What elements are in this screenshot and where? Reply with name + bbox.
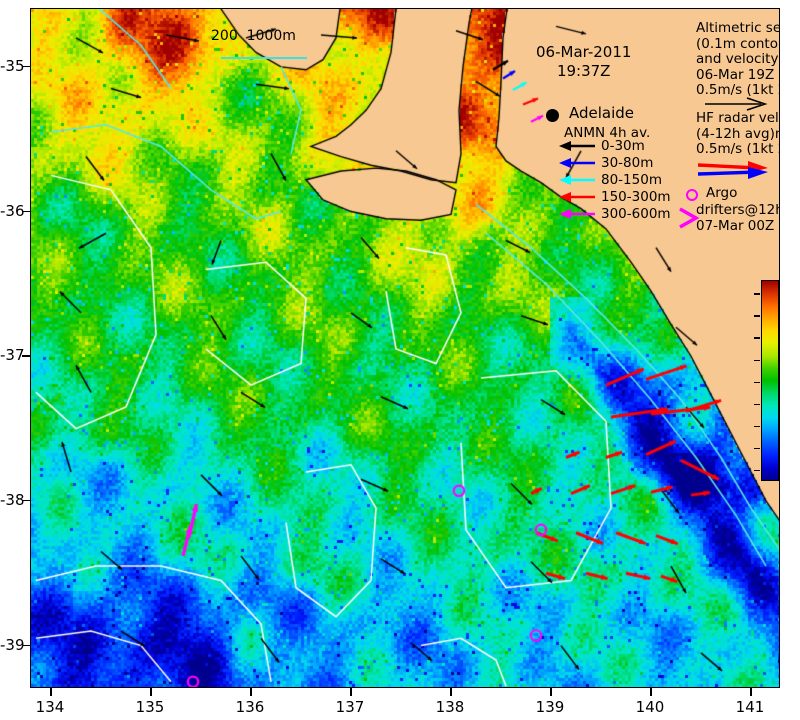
altimetry-legend-arrow-icon [705,97,768,111]
hf-radar-legend-text: HF radar velocity (4-12h avg)noQC 0.5m/s… [696,110,779,157]
anmn-legend-label: 150-300m [601,189,671,205]
date-timestamp: 06-Mar-2011 19:37Z [536,43,632,80]
hf-radar-legend-arrow-icon [697,161,768,179]
colorbar-tick [754,359,760,362]
bathymetry-label: 200 1000m [211,28,296,44]
x-axis-tick-label: 136 [235,698,265,716]
x-axis-tick [350,688,352,696]
x-axis-tick [250,688,252,696]
y-axis-tick-label: -37 [0,346,25,365]
anmn-legend-arrow-icon [559,192,595,202]
y-axis-tick-label: -35 [0,56,25,75]
x-axis-tick [50,688,52,696]
anmn-legend-arrow-icon [559,209,595,219]
x-axis-tick [550,688,552,696]
anmn-legend-arrow-icon [559,141,595,151]
y-axis-tick-label: -39 [0,635,25,654]
y-axis-tick [22,355,30,357]
colorbar-tick [754,293,760,295]
x-axis-tick-label: 140 [635,698,665,716]
colorbar-tick [754,403,760,406]
x-axis-tick [750,688,752,696]
y-axis-tick [22,210,30,213]
x-axis-tick-label: 134 [35,698,65,716]
x-axis-tick-label: 138 [435,698,465,716]
anmn-legend-arrow-icon [559,175,595,185]
drifter-legend-icon [679,207,700,229]
bathymetry-200m-swatch [221,57,307,59]
colorbar-tick [754,447,760,450]
x-axis-tick-label: 141 [735,698,765,716]
anmn-legend-label: 80-150m [601,172,662,188]
x-axis-tick-label: 137 [335,698,365,716]
y-axis-tick [22,644,30,647]
colorbar-tick [754,337,760,339]
argo-marker-icon [686,189,698,201]
city-marker-icon [546,109,559,122]
anmn-legend-label: 0-30m [601,138,645,154]
city-label-adelaide: Adelaide [569,104,635,122]
colorbar [761,280,779,481]
colorbar-tick [754,315,760,317]
colorbar-tick [754,469,760,472]
y-axis-tick-label: -38 [0,490,25,509]
anmn-legend-arrow-icon [559,158,595,168]
map-plot-area[interactable]: 200 1000m 06-Mar-2011 19:37Z Adelaide AN… [30,8,780,688]
drifter-legend-text: drifters@12h to 07-Mar 00Z [696,202,780,234]
x-axis-tick-label: 135 [135,698,165,716]
x-axis-tick [650,688,652,696]
x-axis-tick-label: 139 [535,698,565,716]
anmn-legend-label: 300-600m [601,206,671,222]
x-axis-tick [150,688,152,696]
y-axis-tick-label: -36 [0,201,25,220]
colorbar-tick [754,425,760,428]
y-axis-tick [22,65,30,68]
x-axis-tick [450,688,452,696]
argo-legend-label: Argo [706,185,738,201]
velocity-vector-layer [31,9,779,687]
anmn-legend-title: ANMN 4h av. [564,125,651,141]
colorbar-tick [754,381,760,384]
y-axis-tick [22,499,30,502]
anmn-legend-label: 30-80m [601,155,654,171]
altimetry-legend-text: Altimetric sealevel (0.1m contours) and … [696,20,780,98]
